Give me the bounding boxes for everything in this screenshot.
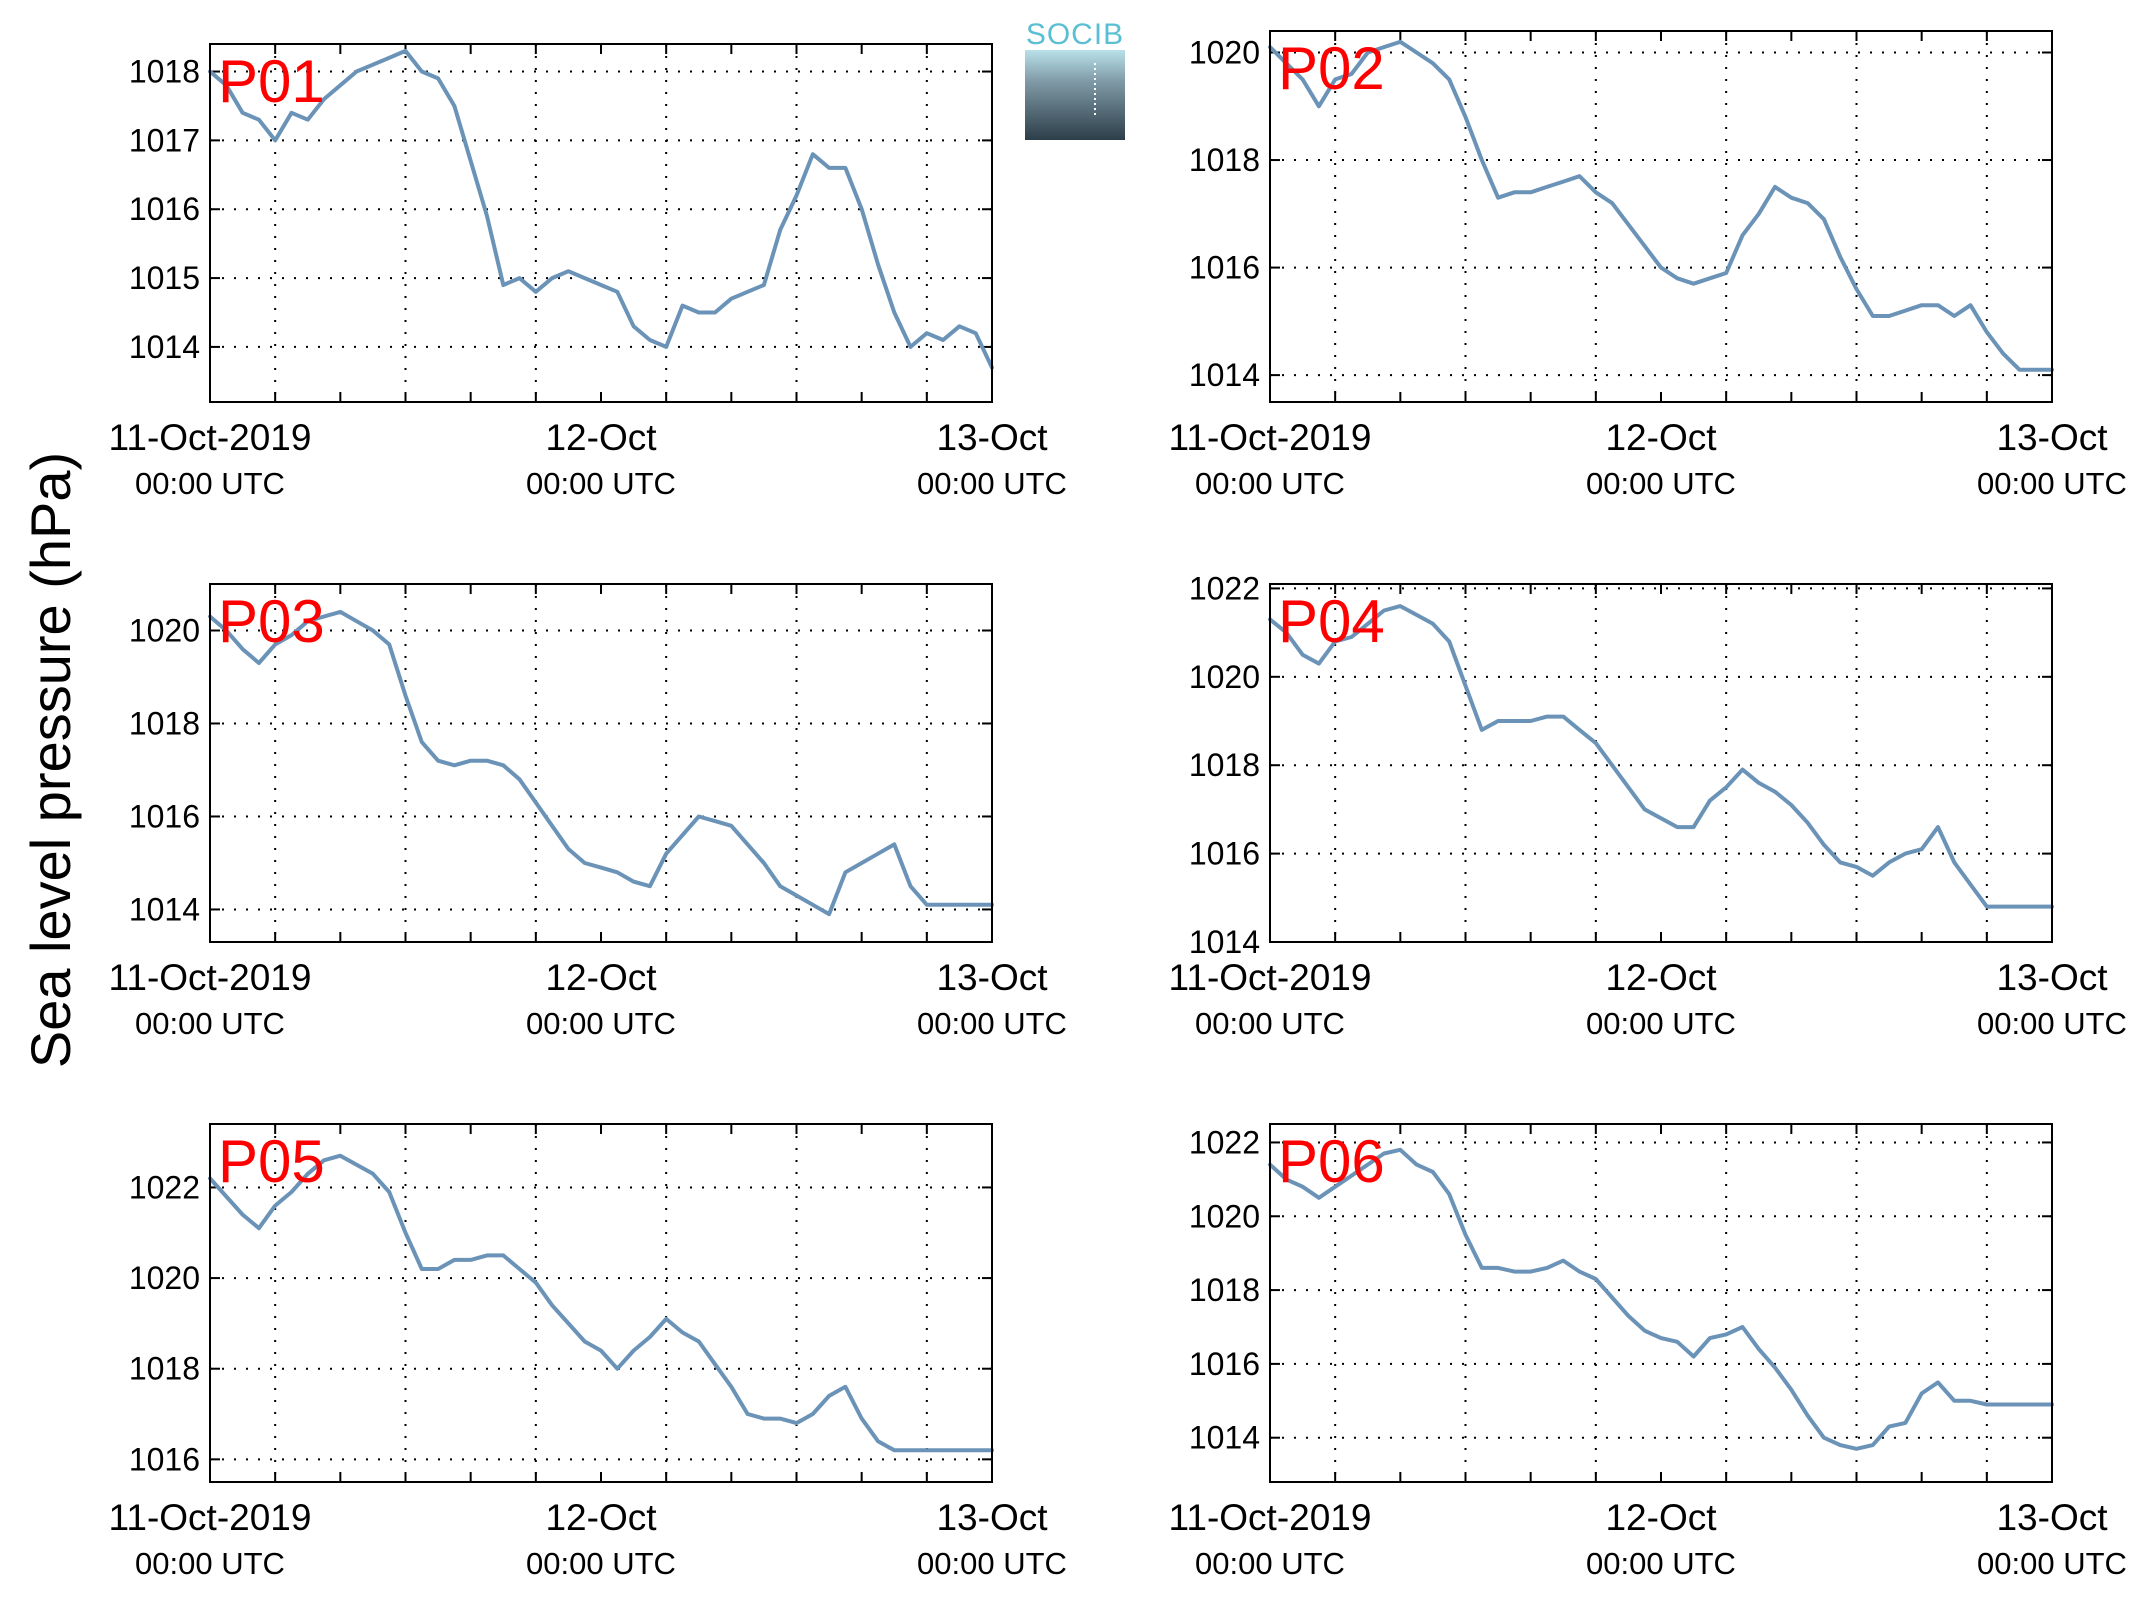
y-tick-label: 1016 (1189, 1346, 1260, 1382)
x-tick-time-label: 00:00 UTC (526, 466, 676, 501)
y-tick-label: 1022 (1189, 1124, 1260, 1160)
y-tick-label: 1017 (129, 122, 200, 158)
x-tick-date-label: 12-Oct (1605, 957, 1717, 998)
series-line-p01 (208, 48, 994, 370)
x-tick-time-label: 00:00 UTC (1586, 1006, 1736, 1041)
x-tick-time-label: 00:00 UTC (135, 466, 285, 501)
x-tick-time-label: 00:00 UTC (917, 466, 1067, 501)
panel-label: P04 (1278, 588, 1385, 655)
x-tick-date-label: 11-Oct-2019 (1169, 417, 1372, 458)
x-tick-date-label: 13-Oct (936, 417, 1048, 458)
chart-panel-p02: 1014 1016 1018 1020 11-Oct-2019 00:00 UTC 12-O… (1169, 30, 2127, 501)
panel-label: P06 (1278, 1128, 1385, 1195)
panel-label: P02 (1278, 35, 1385, 102)
plot-frame (1269, 30, 2053, 403)
y-tick-label: 1016 (129, 798, 200, 834)
y-tick-label: 1016 (129, 191, 200, 227)
x-tick-time-label: 00:00 UTC (1586, 466, 1736, 501)
x-tick-time-label: 00:00 UTC (1195, 466, 1345, 501)
y-tick-label: 1018 (129, 1351, 200, 1387)
y-tick-label: 1018 (1189, 142, 1260, 178)
x-tick-time-label: 00:00 UTC (1586, 1546, 1736, 1581)
y-tick-label: 1015 (129, 260, 200, 296)
x-tick-date-label: 11-Oct-2019 (109, 1497, 312, 1538)
y-tick-label: 1018 (129, 54, 200, 90)
series-line-p02 (1268, 39, 2054, 372)
chart-panel-p06: 1014 1016 1018 1020 1022 11-Oct-2019 00:00 UTC… (1169, 1123, 2127, 1581)
y-tick-label: 1018 (1189, 747, 1260, 783)
x-tick-date-label: 13-Oct (936, 1497, 1048, 1538)
chart-panel-p04: 1014 1016 1018 1020 1022 11-Oct-2019 00:00 UTC… (1169, 570, 2127, 1041)
series-line-p05 (208, 1153, 994, 1453)
x-tick-date-label: 12-Oct (545, 1497, 657, 1538)
x-tick-date-label: 13-Oct (1996, 1497, 2108, 1538)
x-tick-date-label: 13-Oct (1996, 417, 2108, 458)
series-line-p03 (208, 609, 994, 917)
x-tick-date-label: 13-Oct (936, 957, 1048, 998)
x-tick-time-label: 00:00 UTC (1977, 466, 2127, 501)
y-axis-label: Sea level pressure (hPa) (19, 452, 82, 1068)
x-tick-time-label: 00:00 UTC (135, 1546, 285, 1581)
plot-frame (1269, 583, 2053, 943)
y-tick-label: 1014 (1189, 357, 1260, 393)
x-tick-date-label: 12-Oct (1605, 417, 1717, 458)
logo-block (1025, 50, 1125, 140)
chart-panel-p01: 1014 1015 1016 1017 1018 11-Oct-2019 00:00 UTC… (109, 43, 1067, 501)
x-tick-time-label: 00:00 UTC (1977, 1546, 2127, 1581)
x-tick-date-label: 12-Oct (545, 417, 657, 458)
x-tick-time-label: 00:00 UTC (1977, 1006, 2127, 1041)
x-tick-date-label: 12-Oct (1605, 1497, 1717, 1538)
plot-frame (209, 583, 993, 943)
x-tick-date-label: 11-Oct-2019 (109, 417, 312, 458)
series-line-p04 (1268, 604, 2054, 909)
panel-label: P01 (218, 48, 325, 115)
y-tick-label: 1014 (129, 891, 200, 927)
x-tick-date-label: 11-Oct-2019 (1169, 1497, 1372, 1538)
x-tick-date-label: 11-Oct-2019 (1169, 957, 1372, 998)
y-tick-label: 1016 (1189, 250, 1260, 286)
y-tick-label: 1016 (129, 1441, 200, 1477)
x-tick-date-label: 11-Oct-2019 (109, 957, 312, 998)
logo-wordmark: SOCIB (1026, 18, 1124, 51)
y-tick-label: 1020 (129, 612, 200, 648)
y-tick-label: 1020 (129, 1260, 200, 1296)
x-tick-time-label: 00:00 UTC (917, 1006, 1067, 1041)
x-tick-time-label: 00:00 UTC (1195, 1546, 1345, 1581)
plot-frame (209, 1123, 993, 1483)
panel-label: P05 (218, 1128, 325, 1195)
y-tick-label: 1020 (1189, 659, 1260, 695)
socib-logo: SOCIB (1025, 18, 1125, 140)
x-tick-time-label: 00:00 UTC (135, 1006, 285, 1041)
chart-panel-p05: 1016 1018 1020 1022 11-Oct-2019 00:00 UTC 12-O… (109, 1123, 1067, 1581)
y-tick-label: 1022 (1189, 570, 1260, 606)
y-tick-label: 1016 (1189, 836, 1260, 872)
y-tick-label: 1014 (1189, 1420, 1260, 1456)
y-tick-label: 1018 (1189, 1272, 1260, 1308)
series-line-p06 (1268, 1147, 2054, 1451)
chart-panels: 1014 1015 1016 1017 1018 11-Oct-2019 00:00 UTC… (109, 30, 2127, 1581)
panel-label: P03 (218, 588, 325, 655)
x-tick-time-label: 00:00 UTC (526, 1546, 676, 1581)
plot-frame (209, 43, 993, 403)
chart-panel-p03: 1014 1016 1018 1020 11-Oct-2019 00:00 UTC 12-O… (109, 583, 1067, 1041)
x-tick-date-label: 13-Oct (1996, 957, 2108, 998)
x-tick-time-label: 00:00 UTC (917, 1546, 1067, 1581)
x-tick-time-label: 00:00 UTC (526, 1006, 676, 1041)
y-tick-label: 1014 (1189, 924, 1260, 960)
x-tick-time-label: 00:00 UTC (1195, 1006, 1345, 1041)
x-tick-date-label: 12-Oct (545, 957, 657, 998)
y-tick-label: 1022 (129, 1169, 200, 1205)
plot-frame (1269, 1123, 2053, 1483)
y-tick-label: 1014 (129, 329, 200, 365)
y-tick-label: 1018 (129, 705, 200, 741)
y-tick-label: 1020 (1189, 1198, 1260, 1234)
y-tick-label: 1020 (1189, 35, 1260, 71)
